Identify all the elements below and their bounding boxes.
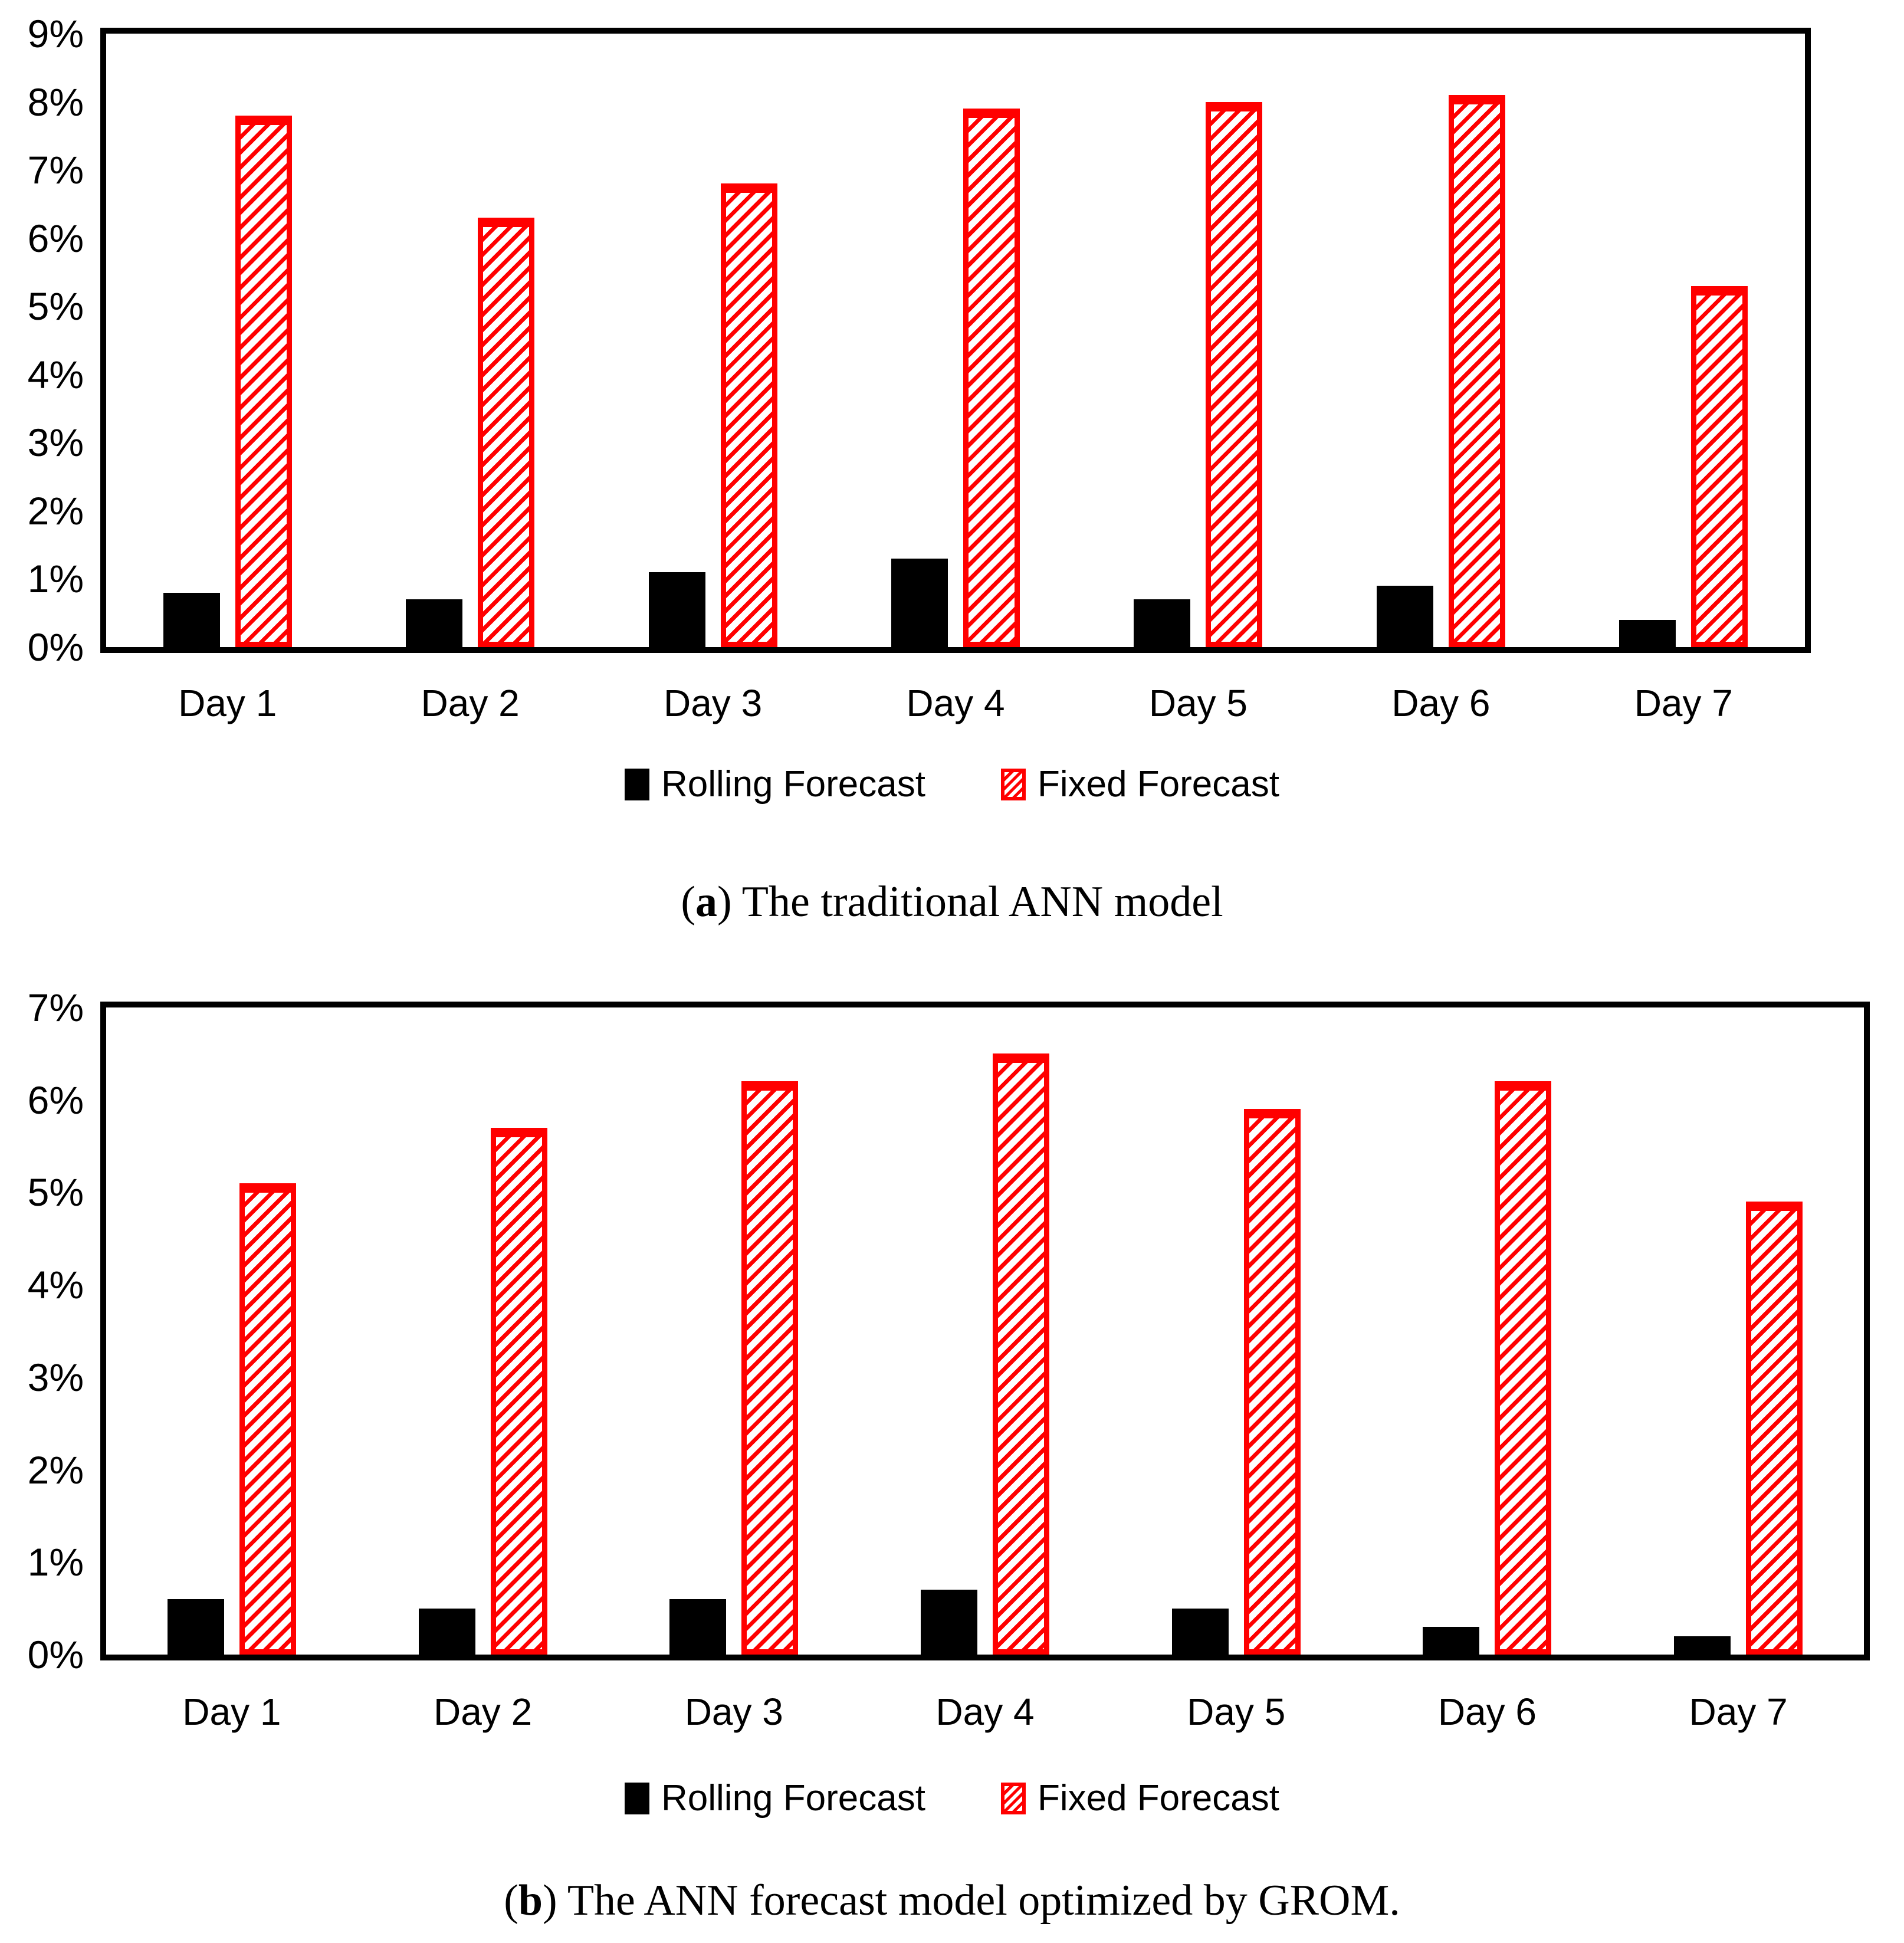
y-axis-tick-label-b-3: 3% — [27, 1355, 84, 1399]
bar-rolling-a-day-7 — [1619, 620, 1676, 647]
x-axis-label-a-day-2: Day 2 — [421, 682, 520, 724]
legend-item-fixed: Fixed Forecast — [1000, 764, 1279, 805]
plot-area-a: 0% 1% 2% 3% 4% 5% 6% 7% 8% 9% — [28, 14, 1811, 667]
bar-rolling-b-day-2 — [418, 1609, 475, 1655]
caption-a-paren-close: ) — [717, 878, 742, 926]
x-axis-label-b-day-1: Day 1 — [182, 1691, 281, 1733]
x-axis-label-a-day-3: Day 3 — [663, 682, 763, 724]
x-axis-label-a-day-4: Day 4 — [906, 682, 1005, 724]
bar-rolling-a-day-5 — [1134, 599, 1191, 647]
bar-rolling-a-day-3 — [648, 572, 705, 647]
bar-rolling-a-day-4 — [891, 559, 948, 647]
x-axis-label-b-day-4: Day 4 — [935, 1691, 1035, 1733]
legend-item-fixed: Fixed Forecast — [1000, 1778, 1279, 1819]
legend-label-rolling: Rolling Forecast — [661, 1778, 925, 1819]
bar-fixed-b-day-2 — [490, 1128, 547, 1655]
bar-fixed-a-day-4 — [963, 109, 1020, 647]
bar-fixed-a-day-3 — [720, 183, 777, 647]
chart-a-traditional-ann: 0% 1% 2% 3% 4% 5% 6% 7% 8% 9% Rolling Forecast Fi… — [0, 14, 1904, 971]
caption-b-paren-close: ) — [543, 1876, 567, 1925]
bar-rolling-b-day-7 — [1674, 1636, 1731, 1655]
x-axis-label-a-day-6: Day 6 — [1391, 682, 1491, 724]
bar-fixed-b-day-5 — [1243, 1109, 1301, 1655]
y-axis-tick-label-a-9: 9% — [27, 12, 84, 55]
bar-fixed-b-day-1 — [239, 1183, 296, 1655]
y-axis-tick-label-b-6: 6% — [27, 1078, 84, 1122]
y-axis-tick-label-b-7: 7% — [27, 986, 84, 1029]
bar-fixed-a-day-6 — [1448, 95, 1505, 647]
y-axis-tick-label-a-5: 5% — [27, 284, 84, 329]
bar-fixed-a-day-5 — [1206, 102, 1263, 647]
legend-label-fixed: Fixed Forecast — [1037, 764, 1279, 805]
bar-rolling-a-day-6 — [1376, 586, 1433, 647]
plot-area-b: 0% 1% 2% 3% 4% 5% 6% 7% — [28, 988, 1870, 1674]
bar-rolling-b-day-1 — [167, 1599, 224, 1655]
chart-b-ann-grom: 0% 1% 2% 3% 4% 5% 6% 7% Rolling Forecast Fixed … — [0, 988, 1904, 1943]
y-axis-tick-label-b-1: 1% — [27, 1540, 84, 1584]
bar-rolling-b-day-5 — [1171, 1609, 1229, 1655]
bar-rolling-b-day-4 — [921, 1590, 977, 1655]
y-axis-tick-label-a-3: 3% — [27, 421, 84, 465]
y-axis-tick-label-a-4: 4% — [27, 352, 84, 396]
y-axis-tick-label-a-0: 0% — [27, 625, 84, 669]
bar-fixed-b-day-4 — [993, 1053, 1049, 1655]
bar-fixed-a-day-1 — [235, 116, 292, 647]
caption-a: (a) The traditional ANN model — [0, 877, 1904, 927]
y-axis-tick-label-a-6: 6% — [27, 216, 84, 260]
bar-rolling-a-day-2 — [406, 599, 463, 647]
caption-a-text: The traditional ANN model — [741, 878, 1223, 926]
legend-label-fixed: Fixed Forecast — [1037, 1778, 1279, 1819]
caption-a-paren-open: ( — [681, 878, 695, 926]
legend-a: Rolling Forecast Fixed Forecast — [0, 766, 1904, 803]
bar-fixed-a-day-7 — [1691, 286, 1748, 647]
rolling-forecast-swatch-icon — [625, 1783, 649, 1814]
x-axis-label-b-day-6: Day 6 — [1437, 1691, 1537, 1733]
legend-item-rolling: Rolling Forecast — [625, 1780, 925, 1817]
legend-item-rolling: Rolling Forecast — [625, 766, 925, 803]
rolling-forecast-swatch-icon — [625, 769, 649, 800]
y-axis-tick-label-b-5: 5% — [27, 1170, 84, 1215]
caption-b-text: The ANN forecast model optimized by GROM… — [567, 1876, 1400, 1925]
y-axis-tick-label-b-4: 4% — [27, 1263, 84, 1307]
legend-b: Rolling Forecast Fixed Forecast — [0, 1780, 1904, 1817]
y-axis-tick-label-b-2: 2% — [27, 1448, 84, 1492]
caption-b-paren-open: ( — [504, 1876, 518, 1925]
x-axis-label-b-day-5: Day 5 — [1187, 1691, 1286, 1733]
caption-b: (b) The ANN forecast model optimized by … — [0, 1876, 1904, 1926]
bar-rolling-a-day-1 — [163, 593, 220, 647]
x-axis-label-b-day-2: Day 2 — [433, 1691, 533, 1733]
x-axis-label-b-day-3: Day 3 — [684, 1691, 783, 1733]
y-axis-tick-label-a-2: 2% — [27, 488, 84, 533]
fixed-forecast-swatch-icon — [1000, 1783, 1026, 1814]
bar-rolling-b-day-6 — [1423, 1627, 1480, 1655]
bar-fixed-b-day-7 — [1746, 1202, 1803, 1655]
bar-fixed-b-day-6 — [1495, 1081, 1552, 1655]
y-axis-tick-label-a-8: 8% — [27, 80, 84, 124]
bar-fixed-b-day-3 — [741, 1081, 799, 1655]
x-axis-label-a-day-7: Day 7 — [1634, 682, 1733, 724]
x-axis-label-b-day-7: Day 7 — [1689, 1691, 1788, 1733]
caption-a-letter: a — [695, 878, 717, 926]
y-axis-tick-label-b-0: 0% — [27, 1633, 84, 1676]
x-axis-label-a-day-5: Day 5 — [1148, 682, 1248, 724]
bar-rolling-b-day-3 — [669, 1599, 727, 1655]
bar-fixed-a-day-2 — [478, 218, 535, 647]
fixed-forecast-swatch-icon — [1000, 769, 1026, 800]
caption-b-letter: b — [518, 1876, 543, 1925]
y-axis-tick-label-a-1: 1% — [27, 557, 84, 601]
y-axis-tick-label-a-7: 7% — [27, 148, 84, 192]
x-axis-label-a-day-1: Day 1 — [178, 682, 277, 724]
legend-label-rolling: Rolling Forecast — [661, 764, 925, 805]
